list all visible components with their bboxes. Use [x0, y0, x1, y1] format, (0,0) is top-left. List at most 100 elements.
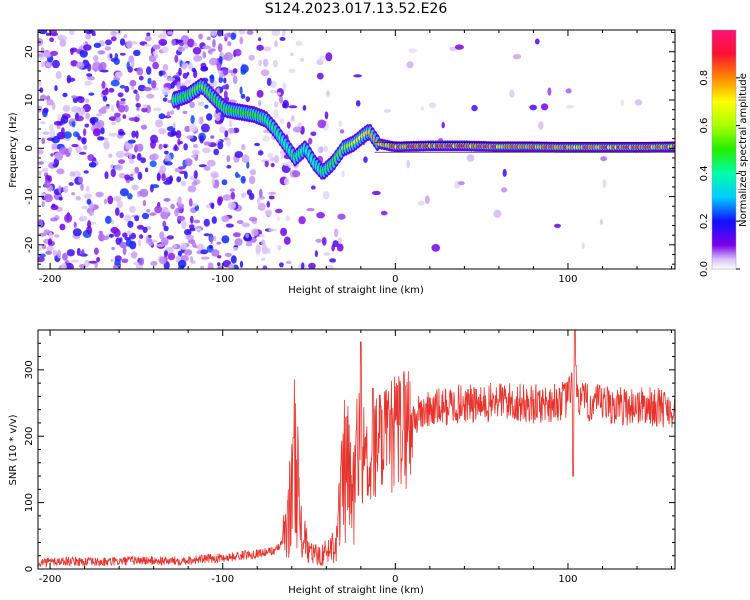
noise-cell — [323, 252, 331, 256]
noise-cell — [142, 226, 148, 233]
noise-cell — [38, 256, 45, 263]
noise-cell — [288, 68, 296, 74]
noise-cell — [85, 98, 90, 104]
noise-cell — [105, 39, 112, 46]
noise-cell — [246, 161, 250, 169]
noise-cell — [75, 195, 81, 201]
noise-cell — [58, 134, 64, 138]
noise-cell — [208, 244, 213, 249]
noise-cell — [329, 258, 337, 263]
noise-cell — [87, 63, 92, 72]
noise-cell — [209, 74, 215, 84]
noise-cell — [266, 77, 272, 87]
colorbar-gradient — [712, 30, 736, 269]
noise-cell — [140, 157, 147, 164]
noise-cell — [290, 52, 294, 57]
noise-cell — [75, 115, 84, 122]
noise-cell — [131, 184, 139, 191]
noise-cell — [109, 53, 113, 59]
noise-cell — [288, 105, 298, 109]
noise-cell — [93, 42, 102, 48]
noise-cell — [50, 153, 54, 157]
noise-cell — [38, 161, 44, 165]
noise-cell — [96, 113, 103, 117]
noise-cell — [103, 140, 110, 150]
noise-cell — [383, 109, 391, 113]
noise-cell — [75, 145, 82, 153]
noise-cell — [173, 244, 178, 249]
noise-cell — [268, 191, 277, 195]
noise-cell — [308, 137, 313, 145]
noise-cell — [282, 161, 292, 166]
noise-cell — [191, 67, 196, 73]
noise-cell — [207, 262, 214, 269]
noise-cell — [241, 192, 247, 198]
noise-cell — [158, 128, 167, 135]
noise-cell — [159, 256, 167, 265]
noise-cell — [108, 116, 118, 121]
noise-cell — [122, 232, 128, 238]
noise-cell — [203, 141, 212, 146]
noise-cell — [200, 123, 210, 133]
noise-cell — [191, 242, 197, 248]
noise-cell — [292, 170, 301, 178]
noise-cell — [210, 235, 214, 244]
noise-cell — [454, 44, 464, 50]
noise-cell — [283, 236, 291, 245]
x-tick-label: 100 — [558, 274, 577, 285]
noise-cell — [128, 117, 136, 121]
noise-cell — [64, 262, 74, 269]
noise-cell — [314, 250, 318, 258]
noise-cell — [79, 151, 87, 155]
noise-cell — [135, 130, 139, 139]
noise-cell — [119, 237, 123, 243]
noise-cell — [88, 92, 95, 96]
noise-cell — [264, 209, 273, 216]
noise-cell — [55, 152, 64, 161]
noise-cell — [241, 144, 246, 151]
noise-cell — [46, 245, 54, 251]
noise-cell — [177, 215, 186, 222]
noise-cell — [88, 260, 98, 264]
noise-cell — [42, 131, 50, 135]
noise-cell — [40, 121, 46, 125]
noise-cell — [113, 228, 121, 238]
noise-cell — [200, 249, 208, 255]
noise-cell — [417, 200, 425, 206]
noise-cell — [122, 114, 127, 119]
noise-cell — [166, 111, 171, 118]
noise-cell — [51, 135, 60, 144]
noise-cell — [228, 69, 233, 74]
noise-cell — [153, 107, 162, 112]
noise-cell — [146, 208, 151, 213]
noise-cell — [200, 66, 209, 72]
noise-cell — [108, 87, 115, 93]
noise-cell — [245, 96, 251, 102]
noise-cell — [38, 219, 44, 228]
noise-cell — [38, 149, 44, 155]
noise-cell — [62, 252, 68, 261]
noise-cell — [316, 212, 325, 219]
noise-cell — [139, 234, 144, 240]
noise-cell — [232, 68, 238, 74]
noise-cell — [540, 103, 549, 111]
noise-cell — [49, 37, 54, 42]
noise-cell — [79, 215, 88, 222]
noise-cell — [269, 89, 278, 94]
noise-cell — [141, 212, 150, 220]
noise-cell — [380, 210, 388, 216]
noise-cell — [254, 142, 261, 147]
noise-cell — [581, 242, 585, 249]
noise-cell — [133, 116, 140, 123]
noise-cell — [177, 250, 182, 257]
noise-cell — [428, 102, 437, 109]
noise-cell — [325, 265, 334, 269]
noise-cell — [41, 201, 45, 208]
noise-cell — [207, 159, 216, 167]
noise-cell — [48, 238, 52, 246]
noise-cell — [110, 121, 117, 126]
noise-cell — [127, 193, 133, 200]
noise-cell — [340, 129, 345, 134]
noise-cell — [131, 130, 137, 138]
